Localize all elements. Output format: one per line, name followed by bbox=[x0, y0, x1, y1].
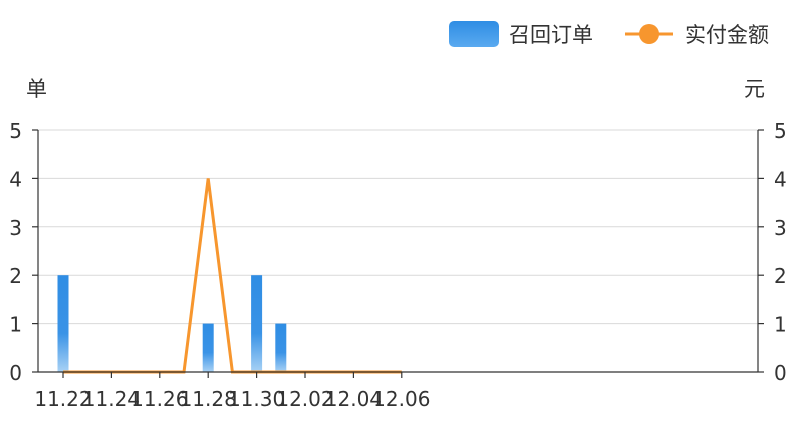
legend-item-line[interactable]: 实付金额 bbox=[625, 23, 769, 47]
x-tick-label: 12.02 bbox=[276, 387, 333, 411]
legend-line-marker bbox=[639, 24, 659, 44]
tick-labels: 01234501234511.2211.2411.2611.2811.3012.… bbox=[9, 119, 786, 411]
bar bbox=[202, 323, 214, 372]
bar bbox=[275, 323, 287, 372]
right-y-tick-label: 3 bbox=[774, 216, 787, 240]
right-axis-label: 元 bbox=[744, 77, 765, 101]
right-y-tick-label: 0 bbox=[774, 361, 787, 385]
left-y-tick-label: 5 bbox=[9, 119, 22, 143]
legend-bar-label: 召回订单 bbox=[509, 23, 593, 47]
grid bbox=[38, 129, 758, 325]
left-y-tick-label: 2 bbox=[9, 264, 22, 288]
left-y-tick-label: 0 bbox=[9, 361, 22, 385]
axes bbox=[32, 129, 764, 378]
legend-line-label: 实付金额 bbox=[685, 23, 769, 47]
left-y-tick-label: 4 bbox=[9, 167, 22, 191]
x-tick-label: 12.06 bbox=[373, 387, 430, 411]
x-tick-label: 11.22 bbox=[34, 387, 91, 411]
right-y-tick-label: 5 bbox=[774, 119, 787, 143]
left-axis-label: 单 bbox=[26, 77, 47, 101]
legend-item-bar[interactable]: 召回订单 bbox=[449, 21, 593, 47]
x-tick-label: 11.26 bbox=[131, 387, 188, 411]
bar bbox=[251, 275, 263, 372]
bar bbox=[57, 275, 69, 372]
right-y-tick-label: 2 bbox=[774, 264, 787, 288]
bar-series bbox=[57, 275, 287, 372]
legend-bar-swatch bbox=[449, 21, 499, 47]
right-y-tick-label: 1 bbox=[774, 313, 787, 337]
x-tick-label: 11.28 bbox=[180, 387, 237, 411]
legend[interactable]: 召回订单 实付金额 bbox=[449, 21, 769, 47]
left-y-tick-label: 3 bbox=[9, 216, 22, 240]
x-tick-label: 12.04 bbox=[325, 387, 382, 411]
x-tick-label: 11.24 bbox=[83, 387, 140, 411]
x-tick-label: 11.30 bbox=[228, 387, 285, 411]
right-y-tick-label: 4 bbox=[774, 167, 787, 191]
left-y-tick-label: 1 bbox=[9, 313, 22, 337]
